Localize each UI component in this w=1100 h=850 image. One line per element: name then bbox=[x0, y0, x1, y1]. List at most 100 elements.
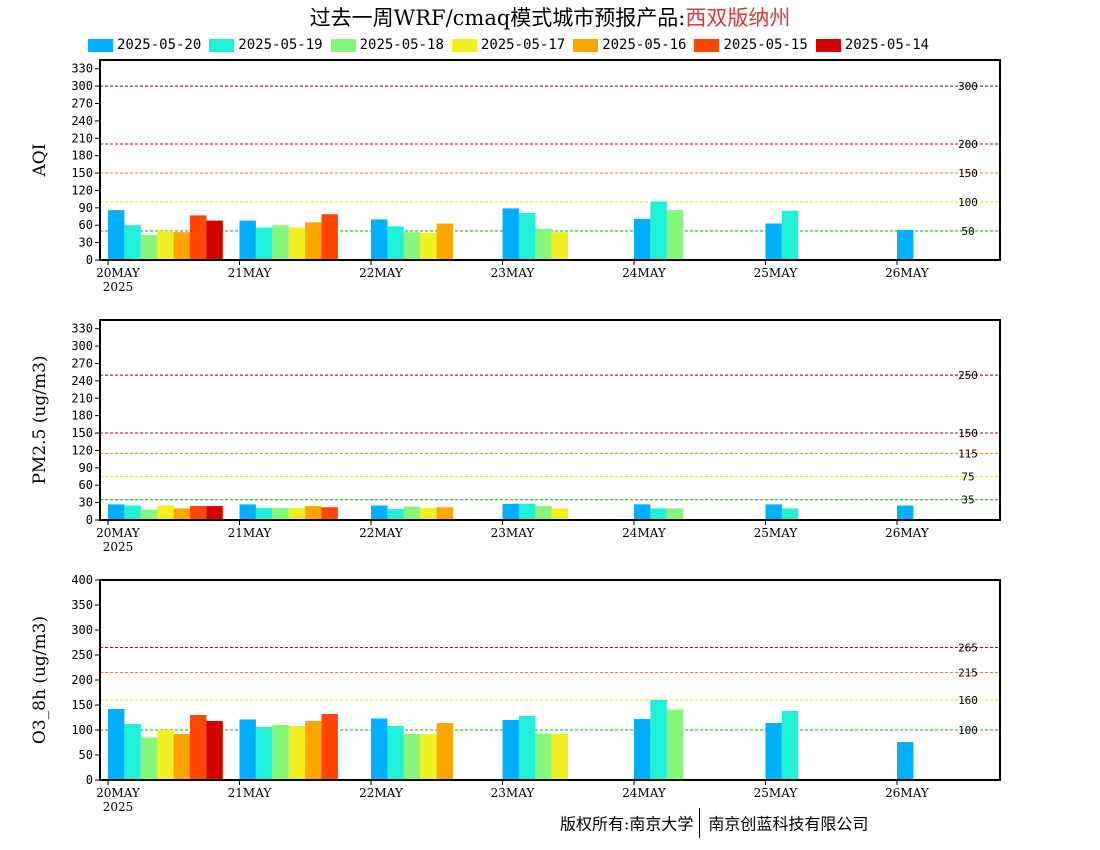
y-tick-label: 120 bbox=[71, 443, 93, 457]
copyright-right: 南京创蓝科技有限公司 bbox=[708, 814, 869, 834]
bar bbox=[371, 718, 388, 780]
bar bbox=[239, 220, 256, 260]
legend-label: 2025-05-20 bbox=[117, 37, 202, 53]
bar bbox=[272, 725, 289, 780]
bar bbox=[157, 505, 174, 520]
bar bbox=[436, 507, 453, 520]
bar bbox=[124, 724, 141, 780]
bar bbox=[321, 714, 338, 780]
legend-label: 2025-05-18 bbox=[359, 37, 444, 53]
legend-swatch bbox=[815, 38, 841, 52]
plot-frame bbox=[99, 319, 1001, 521]
threshold-label: 150 bbox=[958, 427, 978, 440]
bar bbox=[634, 218, 651, 260]
y-tick-label: 120 bbox=[71, 183, 93, 197]
bar bbox=[634, 719, 651, 780]
threshold-label: 300 bbox=[958, 80, 978, 93]
y-tick-label: 240 bbox=[71, 114, 93, 128]
bar bbox=[173, 734, 190, 780]
bar bbox=[173, 232, 190, 260]
x-tick-label: 20MAY bbox=[96, 526, 141, 540]
y-tick-label: 60 bbox=[79, 478, 93, 492]
bar bbox=[255, 727, 273, 780]
legend-label: 2025-05-16 bbox=[602, 37, 687, 53]
bar bbox=[420, 232, 437, 260]
y-tick-label: 240 bbox=[71, 374, 93, 388]
threshold-label: 35 bbox=[961, 494, 974, 507]
bar bbox=[535, 506, 552, 520]
y-tick-label: 0 bbox=[86, 513, 93, 527]
y-tick-label: 210 bbox=[71, 131, 93, 145]
bar bbox=[502, 720, 519, 780]
bar bbox=[206, 721, 223, 780]
bar bbox=[403, 232, 421, 260]
legend-item: 2025-05-16 bbox=[573, 37, 686, 53]
bar bbox=[108, 210, 125, 260]
threshold-label: 100 bbox=[958, 196, 978, 209]
y-tick-label: 100 bbox=[71, 723, 93, 737]
y-tick-label: 150 bbox=[71, 426, 93, 440]
x-tick-label: 20MAY bbox=[96, 266, 141, 280]
bar bbox=[108, 504, 125, 520]
y-tick-label: 270 bbox=[71, 96, 93, 110]
threshold-label: 75 bbox=[961, 471, 974, 484]
copyright-separator bbox=[699, 808, 701, 838]
bar bbox=[436, 723, 453, 780]
bar bbox=[288, 507, 306, 520]
bar bbox=[371, 505, 388, 520]
y-tick-label: 400 bbox=[71, 573, 93, 587]
bar bbox=[502, 208, 519, 260]
bar bbox=[288, 726, 306, 780]
y-tick-label: 300 bbox=[71, 79, 93, 93]
y-tick-label: 300 bbox=[71, 339, 93, 353]
legend-item: 2025-05-20 bbox=[88, 37, 201, 53]
y-axis-label: PM2.5 (ug/m3) bbox=[30, 355, 50, 484]
x-year-label: 2025 bbox=[103, 800, 134, 814]
legend-item: 2025-05-17 bbox=[451, 37, 565, 53]
legend-swatch bbox=[88, 38, 113, 52]
x-year-label: 2025 bbox=[103, 540, 134, 554]
copyright-left: 版权所有:南京大学 bbox=[560, 814, 694, 834]
bar bbox=[140, 737, 158, 780]
bar bbox=[781, 711, 799, 780]
chart-panel-2: 35 75 115 150 250 0 30 60 90 120 150 180 210 240 270 30… bbox=[30, 319, 1001, 554]
bar bbox=[190, 506, 207, 520]
plot-frame bbox=[99, 59, 1001, 261]
bar bbox=[371, 219, 388, 260]
bar bbox=[551, 734, 569, 780]
x-tick-label: 21MAY bbox=[228, 526, 273, 540]
y-tick-label: 30 bbox=[79, 236, 93, 250]
bar bbox=[157, 730, 174, 780]
y-tick-label: 350 bbox=[71, 598, 93, 612]
bar bbox=[765, 723, 782, 780]
x-tick-label: 26MAY bbox=[885, 786, 930, 800]
bar bbox=[305, 721, 322, 780]
threshold-label: 265 bbox=[958, 642, 978, 655]
bar bbox=[305, 222, 322, 260]
bar bbox=[897, 742, 914, 780]
bar bbox=[765, 504, 782, 520]
x-tick-label: 22MAY bbox=[359, 526, 404, 540]
bar bbox=[551, 508, 569, 520]
bar bbox=[157, 231, 174, 260]
bar bbox=[190, 215, 207, 260]
threshold-label: 160 bbox=[958, 694, 978, 707]
x-tick-label: 22MAY bbox=[359, 786, 404, 800]
legend-swatch bbox=[330, 38, 356, 52]
legend-item: 2025-05-18 bbox=[330, 37, 444, 53]
y-tick-label: 150 bbox=[71, 698, 93, 712]
legend-label: 2025-05-14 bbox=[844, 37, 930, 53]
x-tick-label: 25MAY bbox=[754, 526, 799, 540]
bar bbox=[897, 505, 914, 520]
y-tick-label: 90 bbox=[79, 461, 93, 475]
bar bbox=[765, 223, 782, 260]
x-tick-label: 24MAY bbox=[622, 786, 667, 800]
bar bbox=[634, 504, 651, 520]
bar bbox=[321, 507, 338, 520]
bar bbox=[239, 719, 256, 780]
y-tick-label: 90 bbox=[79, 201, 93, 215]
bar bbox=[551, 232, 569, 260]
bar bbox=[535, 733, 552, 780]
bar bbox=[781, 210, 799, 260]
